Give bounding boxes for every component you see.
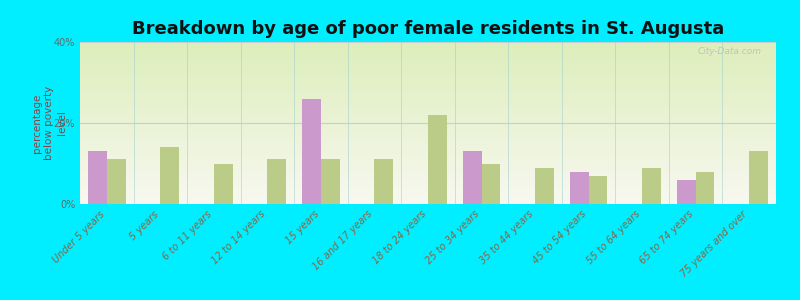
Bar: [267, 159, 286, 204]
Bar: [677, 180, 696, 204]
Title: Breakdown by age of poor female residents in St. Augusta: Breakdown by age of poor female resident…: [132, 20, 724, 38]
Bar: [482, 164, 500, 204]
Bar: [321, 159, 340, 204]
Bar: [428, 115, 446, 204]
Bar: [570, 172, 589, 204]
Bar: [535, 167, 554, 204]
Y-axis label: percentage
below poverty
level: percentage below poverty level: [32, 86, 67, 160]
Text: City-Data.com: City-Data.com: [698, 47, 762, 56]
Bar: [160, 147, 179, 204]
Bar: [88, 151, 106, 204]
Bar: [302, 99, 321, 204]
Bar: [642, 167, 661, 204]
Bar: [106, 159, 126, 204]
Bar: [462, 151, 482, 204]
Bar: [696, 172, 714, 204]
Bar: [750, 151, 768, 204]
Bar: [589, 176, 607, 204]
Bar: [214, 164, 233, 204]
Bar: [374, 159, 394, 204]
